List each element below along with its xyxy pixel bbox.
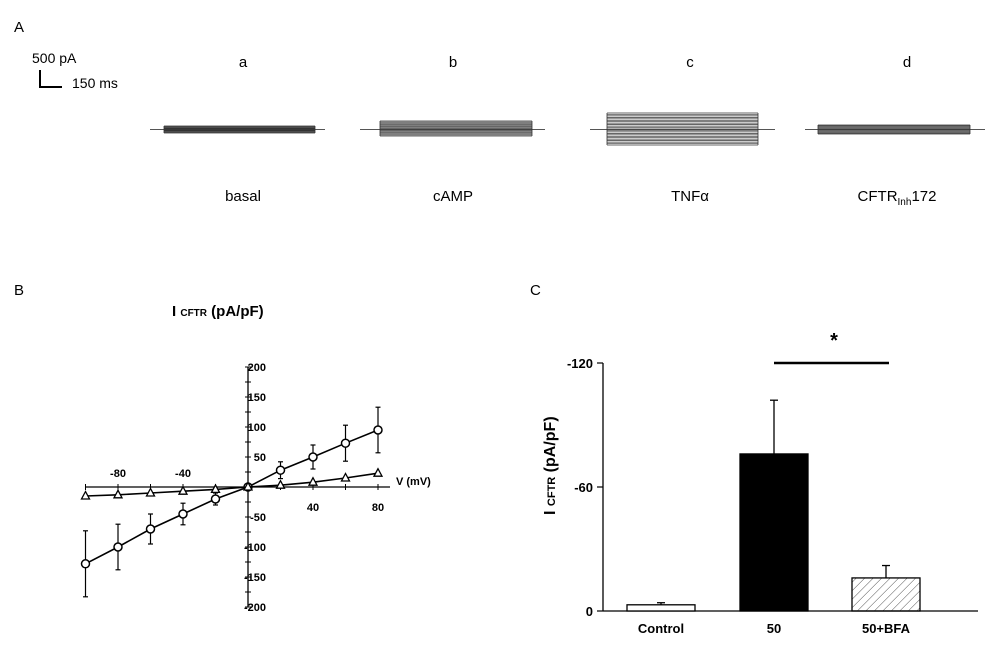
scale-bar xyxy=(39,70,62,88)
significance-asterisk: * xyxy=(830,330,838,352)
iv-point-circle xyxy=(308,452,318,462)
iv-point-triangle xyxy=(372,467,384,477)
trace-letter-b: b xyxy=(448,54,458,71)
bar-control xyxy=(626,604,696,612)
panel-label-a: A xyxy=(14,19,25,36)
iv-y-tick-label: 50 xyxy=(254,452,266,464)
bar-y-tick-label: 0 xyxy=(586,604,593,619)
iv-point-circle xyxy=(275,465,286,475)
iv-y-tick-label: 200 xyxy=(248,362,266,374)
iv-point-circle xyxy=(113,542,123,552)
condition-label-tnfa: TNFα xyxy=(671,188,709,205)
iv-y-tick-label: -200 xyxy=(244,602,266,614)
iv-x-tick-label: 80 xyxy=(372,502,384,514)
iv-x-tick-label: -40 xyxy=(175,468,191,480)
iv-y-tick-label: -50 xyxy=(250,512,266,524)
trace-letter-a: a xyxy=(238,54,248,71)
iv-y-tick-label: -100 xyxy=(244,542,266,554)
trace-camp xyxy=(360,120,545,137)
iv-point-triangle xyxy=(177,485,189,495)
iv-point-circle xyxy=(210,494,221,504)
iv-chart-title: I CFTR (pA/pF) xyxy=(172,303,264,320)
iv-x-tick-label: 40 xyxy=(307,502,319,514)
bar-50-bfa xyxy=(851,577,921,612)
trace-tnfa xyxy=(590,112,775,146)
panel-label-c: C xyxy=(530,282,541,299)
condition-label-cftr-inh: CFTRInh172 xyxy=(857,188,937,208)
iv-point-triangle xyxy=(307,476,319,486)
trace-letter-d: d xyxy=(902,54,912,71)
iv-y-tick-label: 100 xyxy=(248,422,266,434)
iv-y-tick-label: 150 xyxy=(248,392,266,404)
iv-series-line xyxy=(85,429,379,565)
bar-y-tick-label: -60 xyxy=(574,480,593,495)
bar-category-label: 50+BFA xyxy=(862,621,911,636)
iv-point-triangle xyxy=(80,490,91,500)
iv-point-circle xyxy=(373,425,383,435)
iv-series-line xyxy=(85,472,379,497)
condition-label-basal: basal xyxy=(225,188,261,205)
panel-label-b: B xyxy=(14,282,25,299)
iv-x-tick-label: -80 xyxy=(110,468,126,480)
iv-point-triangle xyxy=(242,481,254,491)
iv-point-triangle xyxy=(275,479,286,489)
bar-50 xyxy=(739,453,809,612)
scale-bar-current-label: 500 pA xyxy=(32,50,77,66)
iv-point-triangle xyxy=(340,472,351,482)
iv-y-tick-label: -150 xyxy=(244,572,266,584)
iv-point-circle xyxy=(178,509,188,519)
iv-point-triangle xyxy=(210,483,221,494)
scale-bar-time-label: 150 ms xyxy=(72,75,118,91)
bar-y-tick-label: -120 xyxy=(567,356,593,371)
condition-label-camp: cAMP xyxy=(432,188,473,205)
iv-point-triangle xyxy=(112,488,124,499)
iv-point-circle xyxy=(80,559,91,569)
iv-x-label: V (mV) xyxy=(396,476,431,488)
bar-category-label: Control xyxy=(638,621,684,636)
trace-basal xyxy=(150,125,325,134)
bar-category-label: 50 xyxy=(767,621,781,636)
trace-cftr-inh xyxy=(805,124,985,135)
trace-letter-c: c xyxy=(686,54,694,71)
iv-point-triangle xyxy=(145,487,156,497)
iv-point-circle xyxy=(145,524,156,534)
iv-point-circle xyxy=(340,438,351,448)
